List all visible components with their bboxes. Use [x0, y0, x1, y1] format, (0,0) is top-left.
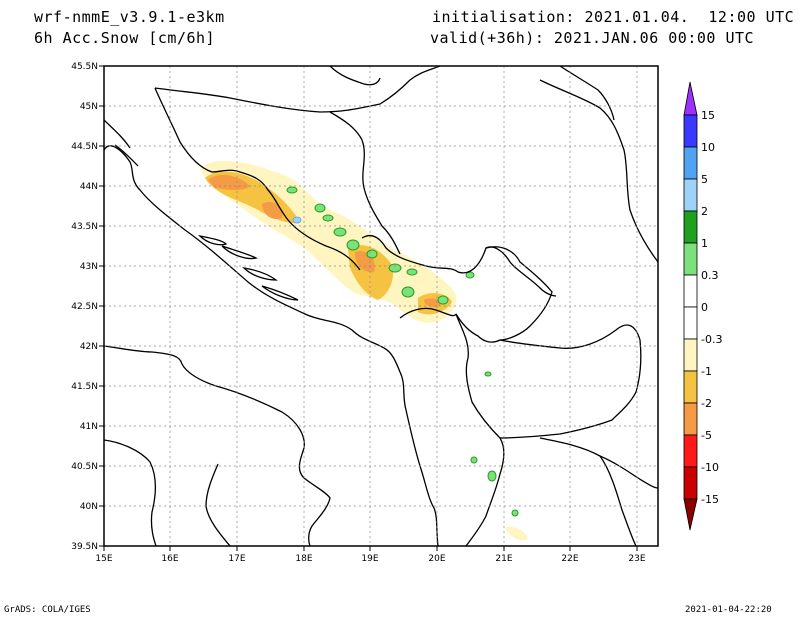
snow-blue-patch	[292, 216, 302, 224]
lat-label: 45.5N	[71, 62, 98, 72]
lat-label: 43N	[80, 262, 98, 272]
lat-label: 41.5N	[71, 382, 98, 392]
colorbar-box	[683, 306, 698, 340]
colorbar-box	[683, 210, 698, 244]
greece-coast	[539, 437, 658, 489]
snow-heavy-area-2	[262, 201, 283, 220]
snow-light-area-south	[505, 526, 528, 541]
colorbar-box	[683, 242, 698, 276]
lat-label: 41N	[80, 422, 98, 432]
lat-labels: 39.5N 40N 40.5N 41N 41.5N 42N 42.5N 43N …	[71, 62, 98, 552]
kosovo-border	[455, 246, 553, 343]
north-border	[154, 66, 441, 113]
colorbar-label: 1	[701, 237, 708, 250]
albania-north	[399, 307, 457, 319]
render-timestamp: 2021-01-04-22:20	[685, 605, 772, 615]
graticule	[104, 66, 658, 546]
colorbar-box	[683, 178, 698, 212]
field-title: 6h Acc.Snow [cm/6h]	[34, 29, 216, 47]
colorbar-labels: 15 10 5 2 1 0.3 0 -0.3 -1 -2 -5 -10 -15	[701, 109, 722, 506]
lon-label: 23E	[628, 554, 645, 564]
serbia-border-west	[329, 111, 401, 255]
island-1	[198, 234, 228, 246]
colorbar-top-arrow	[683, 81, 698, 116]
colorbar-label: -5	[701, 429, 712, 442]
colorbar-box	[683, 114, 698, 148]
lon-label: 21E	[495, 554, 512, 564]
lat-label: 43.5N	[71, 222, 98, 232]
colorbar-label: 2	[701, 205, 708, 218]
lat-label: 42.5N	[71, 302, 98, 312]
lat-label: 40.5N	[71, 462, 98, 472]
romania-border	[559, 66, 615, 121]
lat-label: 44N	[80, 182, 98, 192]
serbia-east-border	[539, 79, 658, 263]
tick-marks	[99, 65, 638, 551]
lon-label: 15E	[95, 554, 112, 564]
italy-coast	[104, 345, 331, 546]
colorbar-bottom-arrow	[683, 498, 698, 531]
lon-label: 16E	[161, 554, 178, 564]
colorbar-label: -2	[701, 397, 712, 410]
colorbar-label: -15	[701, 493, 719, 506]
colorbar-box	[683, 338, 698, 372]
colorbar-box	[683, 274, 698, 308]
colorbar: 15 10 5 2 1 0.3 0 -0.3 -1 -2 -5 -10 -15	[683, 81, 722, 531]
greece-border-2	[599, 455, 637, 546]
bosnia-border	[154, 87, 361, 271]
snow-field	[200, 160, 528, 541]
montenegro-border	[361, 234, 557, 297]
init-time: initialisation: 2021.01.04. 12:00 UTC	[432, 8, 795, 26]
italy-heel	[205, 463, 231, 546]
colorbar-box	[683, 146, 698, 180]
lat-label: 44.5N	[71, 142, 98, 152]
lon-label: 20E	[428, 554, 445, 564]
valid-time: valid(+36h): 2021.JAN.06 00:00 UTC	[430, 29, 755, 47]
colorbar-box	[683, 370, 698, 404]
colorbar-label: 10	[701, 141, 715, 154]
colorbar-box	[683, 466, 698, 500]
albania-east	[455, 313, 505, 546]
island-6	[114, 144, 139, 167]
software-credit: GrADS: COLA/IGES	[4, 605, 91, 615]
italy-west	[104, 439, 157, 546]
lat-label: 40N	[80, 502, 98, 512]
snow-green-patches	[286, 186, 519, 517]
hungary-border	[329, 66, 381, 86]
island-3	[242, 267, 278, 281]
model-title: wrf-nmmE_v3.9.1-e3km	[34, 8, 225, 26]
colorbar-label: -10	[701, 461, 719, 474]
colorbar-label: 15	[701, 109, 715, 122]
colorbar-box	[683, 434, 698, 468]
island-5	[104, 119, 131, 149]
lon-label: 17E	[228, 554, 245, 564]
lon-label: 18E	[295, 554, 312, 564]
island-2	[221, 245, 258, 260]
snow-heavy-area-4	[424, 298, 441, 307]
lon-labels: 15E 16E 17E 18E 19E 20E 21E 22E 23E	[95, 554, 645, 564]
colorbar-label: -0.3	[701, 333, 722, 346]
colorbar-label: 5	[701, 173, 708, 186]
macedonia-border	[499, 324, 642, 439]
lon-label: 22E	[561, 554, 578, 564]
lat-label: 39.5N	[71, 542, 98, 552]
lat-label: 45N	[80, 102, 98, 112]
lat-label: 42N	[80, 342, 98, 352]
colorbar-label: -1	[701, 365, 712, 378]
colorbar-label: 0.3	[701, 269, 719, 282]
map-area: 15E 16E 17E 18E 19E 20E 21E 22E 23E 39.5…	[71, 62, 659, 564]
colorbar-label: 0	[701, 301, 708, 314]
colorbar-box	[683, 402, 698, 436]
island-4	[261, 285, 299, 301]
lon-label: 19E	[361, 554, 378, 564]
